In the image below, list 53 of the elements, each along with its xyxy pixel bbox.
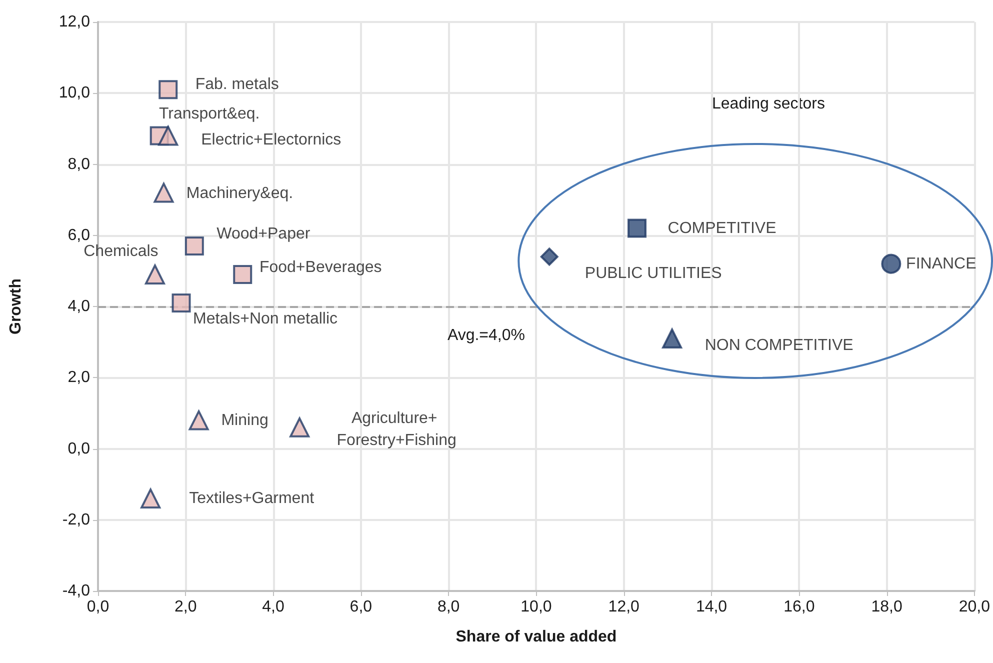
x-tick-label: 4,0 xyxy=(262,598,285,616)
point xyxy=(662,328,682,349)
point xyxy=(140,488,161,509)
x-axis-title: Share of value added xyxy=(456,628,617,646)
series-label: Transport&eq. xyxy=(158,105,260,122)
y-tick-label: 0,0 xyxy=(68,440,90,458)
series-label: Electric+Electornics xyxy=(201,131,342,148)
x-tick-label: 2,0 xyxy=(174,598,197,616)
series-label: Metals+Non metallic xyxy=(193,310,338,328)
point xyxy=(628,218,647,238)
point xyxy=(290,417,310,438)
x-tick-label: 12,0 xyxy=(608,598,640,616)
y-tick-label: 12,0 xyxy=(58,14,90,30)
point xyxy=(188,410,209,430)
y-tick-label: -2,0 xyxy=(62,511,90,528)
x-tick-label: 16,0 xyxy=(784,598,815,616)
series-label: Chemicals xyxy=(84,242,158,260)
series-label: PUBLIC UTILITIES xyxy=(584,265,722,282)
series-label: Mining xyxy=(221,412,268,429)
point xyxy=(144,264,165,284)
x-tick-label: 6,0 xyxy=(350,598,372,616)
annotation: Leading sectors xyxy=(712,96,825,112)
point xyxy=(158,126,178,146)
y-tick-label: 2,0 xyxy=(68,369,90,386)
series-label: Agriculture+ Forestry+Fishing xyxy=(336,410,456,449)
series-label: NON COMPETITIVE xyxy=(704,337,854,354)
y-tick-label: 8,0 xyxy=(68,156,90,173)
y-tick-label: 10,0 xyxy=(58,84,90,102)
x-tick-label: 8,0 xyxy=(437,598,460,616)
y-tick-label: -4,0 xyxy=(62,582,90,600)
x-tick-label: 20,0 xyxy=(958,598,990,616)
x-tick-label: 10,0 xyxy=(520,598,552,616)
point xyxy=(172,293,191,312)
point xyxy=(184,236,204,256)
y-tick-label: 4,0 xyxy=(68,298,90,315)
series-label: Wood+Paper xyxy=(216,226,311,243)
series-label: Textiles+Garment xyxy=(189,490,315,508)
ref-line-label: Avg.=4,0% xyxy=(447,327,525,344)
point xyxy=(158,80,178,100)
series-label: COMPETITIVE xyxy=(668,220,776,237)
x-tick-label: 14,0 xyxy=(696,598,728,616)
x-tick-label: 18,0 xyxy=(871,598,902,616)
point xyxy=(154,182,174,203)
point xyxy=(233,264,252,284)
point xyxy=(881,254,902,274)
series-label: Food+Beverages xyxy=(259,258,382,276)
series-label: Machinery&eq. xyxy=(186,185,294,202)
y-tick-label: 6,0 xyxy=(68,226,90,244)
series-label: Fab. metals xyxy=(195,76,279,94)
x-tick-label: 0,0 xyxy=(86,598,110,616)
series-label: FINANCE xyxy=(906,255,976,272)
y-axis-title: Growth xyxy=(8,278,24,334)
point xyxy=(540,248,558,266)
